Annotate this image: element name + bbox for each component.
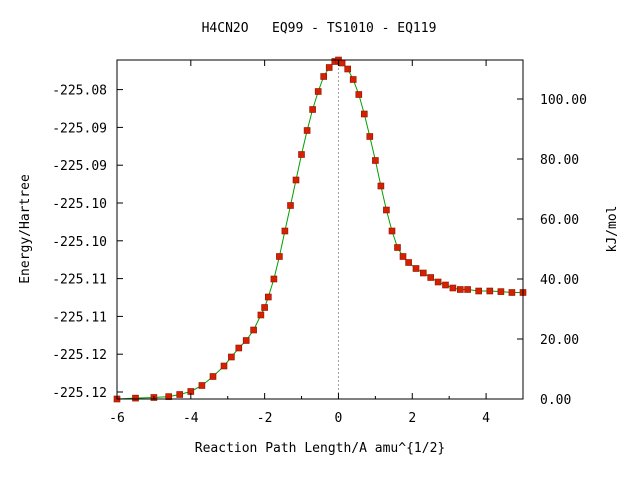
y-right-tick-label: 80.00 xyxy=(540,153,579,168)
y-left-tick-label: -225.09 xyxy=(52,121,107,136)
y-right-tick-label: 60.00 xyxy=(540,213,579,228)
y-left-tick-label: -225.09 xyxy=(52,159,107,174)
data-point xyxy=(235,344,243,352)
data-point xyxy=(242,337,250,344)
y-left-tick-label: -225.08 xyxy=(52,84,107,99)
data-point xyxy=(449,284,457,292)
data-point xyxy=(344,65,352,73)
x-tick-label: 2 xyxy=(408,411,416,426)
data-point xyxy=(349,76,357,83)
data-point xyxy=(257,311,265,319)
data-point xyxy=(132,394,139,402)
data-point xyxy=(377,182,385,190)
data-point xyxy=(442,281,449,289)
data-point xyxy=(320,73,328,80)
y-axis-right-label: kJ/mol xyxy=(605,206,620,253)
data-point xyxy=(264,293,272,301)
data-point xyxy=(456,286,464,293)
x-tick-label: -4 xyxy=(183,411,199,426)
x-tick-label: 4 xyxy=(482,411,490,426)
data-point xyxy=(355,91,363,98)
data-point xyxy=(281,227,289,235)
data-point xyxy=(228,353,235,361)
series-layer xyxy=(113,56,527,403)
data-point xyxy=(399,253,407,260)
y-right-tick-label: 40.00 xyxy=(540,273,579,288)
data-point xyxy=(292,176,300,184)
y-left-tick-label: -225.10 xyxy=(52,197,107,212)
data-point xyxy=(165,393,172,400)
data-point xyxy=(394,244,401,251)
data-point xyxy=(261,304,268,311)
plot-frame xyxy=(116,59,524,400)
y-left-tick-label: -225.11 xyxy=(52,310,107,325)
data-point xyxy=(314,88,322,95)
data-point xyxy=(287,202,294,209)
y-left-tick-label: -225.12 xyxy=(52,348,107,363)
data-point xyxy=(276,253,283,260)
data-point xyxy=(475,287,483,295)
x-tick-label: 0 xyxy=(335,411,343,426)
data-point xyxy=(405,259,412,266)
data-point xyxy=(388,227,396,235)
data-point xyxy=(497,288,505,295)
series-line xyxy=(116,59,523,400)
tick-layer: -6 -4 -2 0 2 4 100.00 80.00 60.00 40.00 20.00 0.00 -… xyxy=(52,60,587,426)
y-axis-left-label: Energy/Hartree xyxy=(18,174,33,284)
data-point xyxy=(383,206,390,214)
data-point xyxy=(220,362,228,370)
data-point xyxy=(176,391,183,398)
data-point xyxy=(486,287,494,295)
data-point xyxy=(372,157,379,164)
data-point xyxy=(419,269,427,277)
y-left-tick-label: -225.10 xyxy=(52,235,107,250)
data-point xyxy=(360,110,368,118)
data-point xyxy=(270,275,278,283)
data-point xyxy=(338,59,346,67)
data-point xyxy=(434,278,442,286)
y-right-tick-label: 0.00 xyxy=(540,393,571,408)
data-point xyxy=(464,286,471,293)
data-point xyxy=(366,133,374,140)
y-left-tick-label: -225.12 xyxy=(52,386,107,401)
y-right-tick-label: 100.00 xyxy=(540,93,587,108)
x-axis-label: Reaction Path Length/A amu^{1/2} xyxy=(195,441,445,456)
data-point xyxy=(250,326,257,334)
data-point xyxy=(412,265,420,272)
data-point xyxy=(508,289,516,296)
y-left-tick-label: -225.11 xyxy=(52,273,107,288)
data-point xyxy=(298,151,305,158)
chart-title: H4CN2O EQ99 - TS1010 - EQ119 xyxy=(202,21,437,36)
x-tick-label: -2 xyxy=(257,411,273,426)
data-point xyxy=(427,274,435,281)
data-point xyxy=(198,382,206,389)
data-point xyxy=(309,106,316,113)
data-point xyxy=(209,373,217,380)
data-point xyxy=(325,64,333,71)
x-tick-label: -6 xyxy=(109,411,125,426)
y-right-tick-label: 20.00 xyxy=(540,333,579,348)
data-point xyxy=(303,127,311,134)
